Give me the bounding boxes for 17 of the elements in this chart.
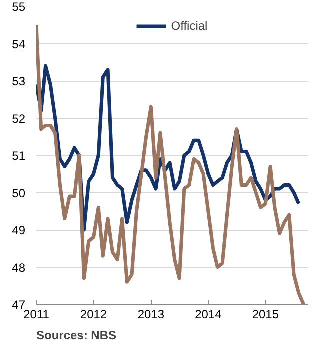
- source-note: Sources: NBS: [36, 328, 117, 342]
- y-tick-label: 48: [12, 260, 26, 275]
- y-tick-label: 47: [12, 298, 26, 312]
- legend-label: Official: [171, 19, 208, 33]
- y-tick-label: 55: [12, 0, 26, 14]
- y-tick-label: 53: [12, 74, 26, 88]
- x-tick-label: 2014: [195, 308, 222, 322]
- x-tick-label: 2013: [138, 308, 165, 322]
- y-tick-label: 52: [12, 112, 26, 126]
- line-series: [36, 23, 306, 304]
- y-tick-label: 54: [12, 37, 26, 52]
- x-tick-label: 2015: [252, 308, 280, 322]
- y-tick-label: 51: [12, 149, 26, 163]
- y-tick-label: 50: [12, 186, 26, 200]
- y-tick-label: 49: [12, 224, 26, 238]
- x-tick-label: 2011: [24, 308, 50, 322]
- x-tick-label: 2012: [80, 308, 108, 322]
